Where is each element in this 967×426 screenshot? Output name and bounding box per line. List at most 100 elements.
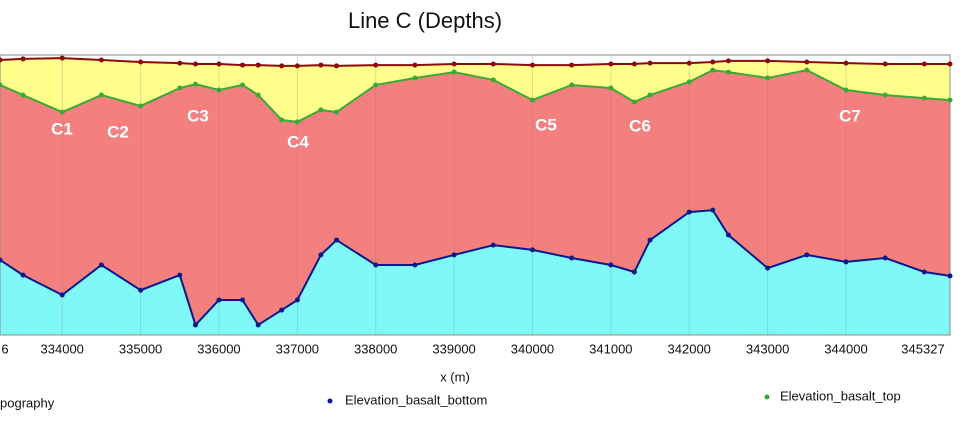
- point: [451, 69, 457, 75]
- point: [608, 262, 614, 268]
- point: [412, 75, 418, 81]
- point: [279, 63, 285, 69]
- point: [216, 297, 222, 303]
- point: [177, 85, 183, 91]
- point: [294, 297, 300, 303]
- series-line: [0, 69, 951, 123]
- point: [569, 62, 575, 68]
- x-tick-label: 345327: [901, 341, 944, 356]
- point: [138, 287, 144, 293]
- point: [59, 109, 65, 115]
- point: [843, 60, 849, 66]
- legend-marker: [327, 398, 333, 404]
- annotation: C6: [629, 116, 651, 135]
- point: [334, 237, 340, 243]
- point: [451, 252, 457, 258]
- point: [239, 62, 245, 68]
- point: [882, 255, 888, 261]
- area-fill: [0, 210, 950, 335]
- area-fill: [0, 58, 950, 122]
- point: [765, 265, 771, 271]
- point: [177, 272, 183, 278]
- point: [631, 269, 637, 275]
- legend-label: Elevation_basalt_top: [780, 388, 901, 403]
- point: [373, 82, 379, 88]
- point: [947, 97, 953, 103]
- point: [279, 307, 285, 313]
- point: [569, 82, 575, 88]
- legend-marker: [764, 394, 770, 400]
- x-tick-label: 338000: [354, 341, 397, 356]
- x-tick-label: 342000: [668, 341, 711, 356]
- point: [947, 273, 953, 279]
- annotation: C1: [51, 119, 73, 138]
- point: [20, 92, 26, 98]
- point: [608, 85, 614, 91]
- x-tick-label: 337000: [276, 341, 319, 356]
- point: [529, 97, 535, 103]
- point: [686, 60, 692, 66]
- point: [318, 252, 324, 258]
- point: [294, 63, 300, 69]
- point: [647, 60, 653, 66]
- point: [334, 109, 340, 115]
- point: [138, 103, 144, 109]
- x-tick-label: 6: [1, 341, 8, 356]
- point: [631, 99, 637, 105]
- point: [490, 77, 496, 83]
- point: [451, 61, 457, 67]
- point: [686, 79, 692, 85]
- point: [98, 92, 104, 98]
- point: [279, 117, 285, 123]
- point: [921, 95, 927, 101]
- point: [710, 59, 716, 65]
- point: [0, 257, 3, 263]
- area-fill: [0, 70, 950, 325]
- point: [318, 107, 324, 113]
- point: [0, 82, 3, 88]
- point: [843, 259, 849, 265]
- point: [20, 272, 26, 278]
- chart-title: Line C (Depths): [348, 8, 502, 33]
- point: [0, 57, 3, 63]
- point: [334, 63, 340, 69]
- annotation: C4: [287, 132, 309, 151]
- point: [529, 247, 535, 253]
- series-line: [0, 209, 951, 327]
- point: [216, 61, 222, 67]
- point: [921, 269, 927, 275]
- point: [20, 56, 26, 62]
- point: [412, 62, 418, 68]
- x-axis-label: x (m): [440, 369, 470, 384]
- x-tick-label: 335000: [119, 341, 162, 356]
- point: [921, 61, 927, 67]
- point: [710, 67, 716, 73]
- point: [255, 92, 261, 98]
- x-tick-label: 336000: [197, 341, 240, 356]
- point: [765, 75, 771, 81]
- point: [177, 60, 183, 66]
- point: [804, 252, 810, 258]
- point: [192, 81, 198, 87]
- point: [647, 92, 653, 98]
- point: [412, 262, 418, 268]
- point: [947, 61, 953, 67]
- point: [192, 322, 198, 328]
- plot-frame: [0, 54, 951, 336]
- point: [686, 209, 692, 215]
- point: [569, 255, 575, 261]
- point: [725, 232, 731, 238]
- point: [608, 61, 614, 67]
- x-tick-label: 339000: [432, 341, 475, 356]
- point: [710, 207, 716, 213]
- point: [882, 61, 888, 67]
- point: [490, 61, 496, 67]
- point: [255, 322, 261, 328]
- point: [843, 87, 849, 93]
- point: [529, 62, 535, 68]
- point: [647, 237, 653, 243]
- legend-label: pography: [0, 395, 55, 410]
- point: [255, 62, 261, 68]
- annotation: C7: [839, 106, 861, 125]
